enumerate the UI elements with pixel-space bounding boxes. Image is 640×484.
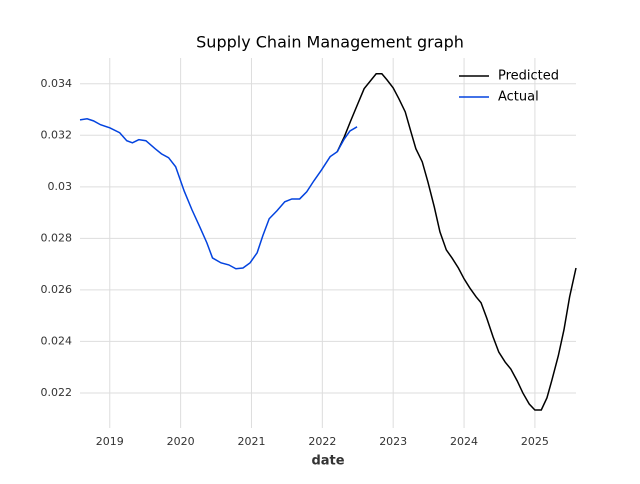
chart-title: Supply Chain Management graph	[196, 33, 464, 52]
x-axis-label: date	[311, 454, 344, 469]
x-tick-label: 2025	[521, 435, 549, 448]
legend-label: Actual	[498, 90, 539, 105]
x-tick-label: 2020	[167, 435, 195, 448]
x-tick-label: 2022	[308, 435, 336, 448]
x-tick-label: 2024	[450, 435, 478, 448]
legend-label: Predicted	[498, 69, 559, 84]
y-tick-label: 0.024	[41, 334, 73, 347]
y-tick-label: 0.034	[41, 77, 73, 90]
x-tick-label: 2021	[237, 435, 265, 448]
y-tick-label: 0.032	[41, 128, 73, 141]
y-tick-label: 0.03	[48, 180, 73, 193]
x-tick-label: 2019	[96, 435, 124, 448]
y-tick-label: 0.026	[41, 283, 73, 296]
y-tick-label: 0.022	[41, 386, 73, 399]
line-series	[79, 118, 358, 270]
line-series	[336, 72, 577, 411]
x-tick-label: 2023	[379, 435, 407, 448]
y-tick-label: 0.028	[41, 231, 73, 244]
